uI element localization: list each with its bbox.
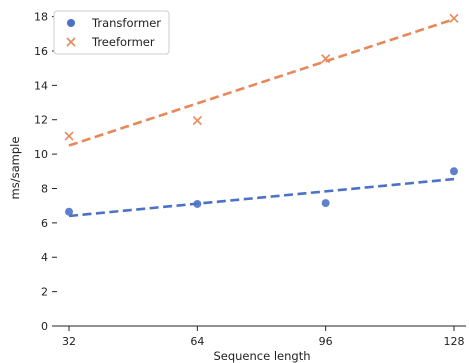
x-axis: 32 64 96 128 bbox=[57, 325, 466, 348]
x-tick-label: 32 bbox=[62, 335, 76, 348]
point-transformer bbox=[65, 207, 74, 216]
point-transformer bbox=[193, 199, 202, 208]
y-tick-label: 16 bbox=[34, 45, 48, 58]
point-transformer bbox=[321, 199, 330, 208]
legend-marker-transformer bbox=[67, 19, 75, 27]
point-transformer bbox=[449, 167, 458, 176]
point-treeformer bbox=[64, 131, 74, 141]
trend-line-transformer bbox=[68, 177, 455, 218]
y-tick-label: 2 bbox=[41, 286, 48, 299]
legend-marker-treeformer bbox=[66, 37, 76, 47]
point-treeformer bbox=[192, 116, 202, 126]
y-tick-label: 18 bbox=[34, 11, 48, 24]
y-tick-label: 10 bbox=[34, 148, 48, 161]
y-axis: 0 2 4 6 8 10 12 14 16 18 bbox=[34, 11, 57, 333]
point-treeformer bbox=[449, 13, 459, 23]
legend-entry-transformer: Transformer bbox=[91, 16, 161, 30]
y-tick-label: 6 bbox=[41, 217, 48, 230]
x-tick-label: 128 bbox=[443, 335, 464, 348]
legend-entry-treeformer: Treeformer bbox=[91, 35, 155, 49]
x-tick-label: 96 bbox=[319, 335, 333, 348]
data-points bbox=[64, 13, 459, 216]
x-axis-label: Sequence length bbox=[213, 349, 310, 363]
legend-frame bbox=[53, 10, 170, 55]
legend: Transformer Treeformer bbox=[53, 10, 170, 55]
y-tick-label: 12 bbox=[34, 114, 48, 127]
trend-line-treeformer bbox=[68, 17, 455, 147]
x-tick-label: 64 bbox=[190, 335, 204, 348]
y-axis-label: ms/sample bbox=[8, 137, 22, 200]
point-treeformer bbox=[321, 54, 331, 64]
y-tick-label: 14 bbox=[34, 79, 48, 92]
trend-lines bbox=[68, 17, 455, 218]
y-tick-label: 4 bbox=[41, 251, 48, 264]
y-tick-label: 0 bbox=[41, 320, 48, 333]
y-tick-label: 8 bbox=[41, 182, 48, 195]
